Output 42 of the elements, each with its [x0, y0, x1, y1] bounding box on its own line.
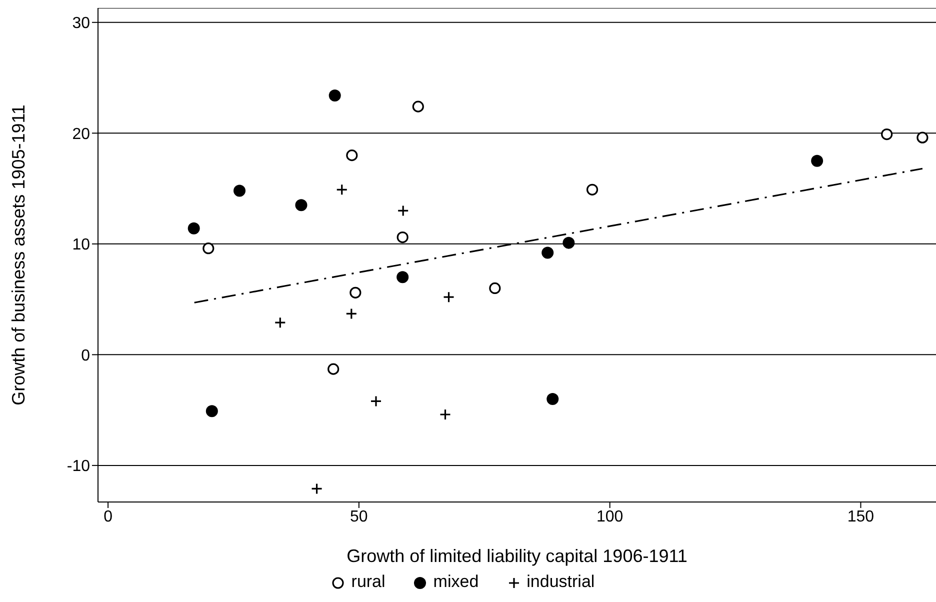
point: [562, 236, 575, 249]
point: [328, 363, 340, 375]
point: [234, 184, 246, 197]
point: [586, 184, 598, 196]
y-tick-label: 10: [72, 236, 90, 254]
y-axis-title: Growth of business assets 1905-1911: [8, 104, 28, 406]
x-tick-label: 0: [104, 508, 113, 526]
x-tick-label: 100: [596, 508, 624, 526]
legend-label: industrial: [526, 572, 595, 591]
point: [442, 291, 455, 303]
point: [346, 150, 358, 162]
point: [881, 128, 893, 140]
point: [396, 231, 408, 244]
y-tick-label: 0: [81, 347, 90, 364]
point: [396, 271, 409, 284]
y-tick-label: 30: [72, 15, 90, 32]
point: [350, 286, 362, 298]
point: [310, 482, 323, 495]
point: [916, 132, 928, 144]
point: [346, 308, 358, 320]
point: [188, 222, 200, 234]
point: [295, 199, 308, 212]
y-tick-label: -10: [66, 458, 90, 476]
point: [439, 408, 452, 420]
point: [397, 204, 409, 216]
point: [206, 405, 218, 418]
point: [370, 395, 382, 408]
x-axis-title: Growth of limited liability capital 1906-1911: [346, 546, 688, 566]
point: [542, 246, 554, 259]
point: [328, 90, 341, 102]
legend-label: rural: [350, 572, 386, 591]
point: [489, 282, 501, 294]
point: [412, 100, 424, 112]
x-tick-label: 50: [350, 508, 368, 526]
x-tick-label: 150: [847, 508, 874, 526]
y-tick-label: 20: [72, 126, 90, 143]
point: [336, 184, 348, 196]
point: [546, 392, 559, 405]
point: [202, 242, 214, 254]
legend-label: mixed: [432, 572, 479, 591]
point: [274, 316, 286, 328]
point: [811, 154, 824, 167]
